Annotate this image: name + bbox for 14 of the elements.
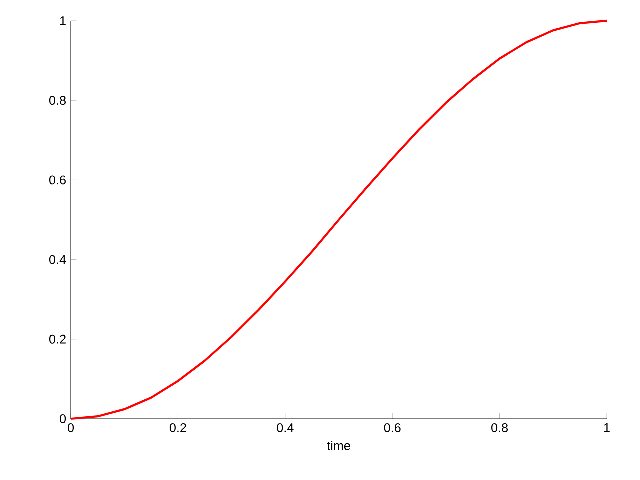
line-series (70, 20, 608, 420)
x-tick-label: 0.6 (384, 423, 401, 432)
y-tick-label: 0.6 (49, 176, 66, 185)
x-tick-label: 0.2 (170, 423, 186, 432)
x-tick-label: 0.8 (492, 423, 508, 432)
y-tick-label: 1 (60, 16, 66, 26)
x-axis-title: time (327, 441, 350, 450)
x-tick-label: 1 (604, 423, 610, 432)
y-tick-label: 0.2 (49, 334, 66, 344)
x-tick-label: 0.4 (277, 423, 294, 432)
x-tick-label: 0 (68, 423, 74, 432)
y-tick-label: 0 (60, 414, 66, 424)
y-tick-label: 0.8 (49, 96, 66, 106)
y-tick-label: 0.4 (49, 255, 66, 264)
